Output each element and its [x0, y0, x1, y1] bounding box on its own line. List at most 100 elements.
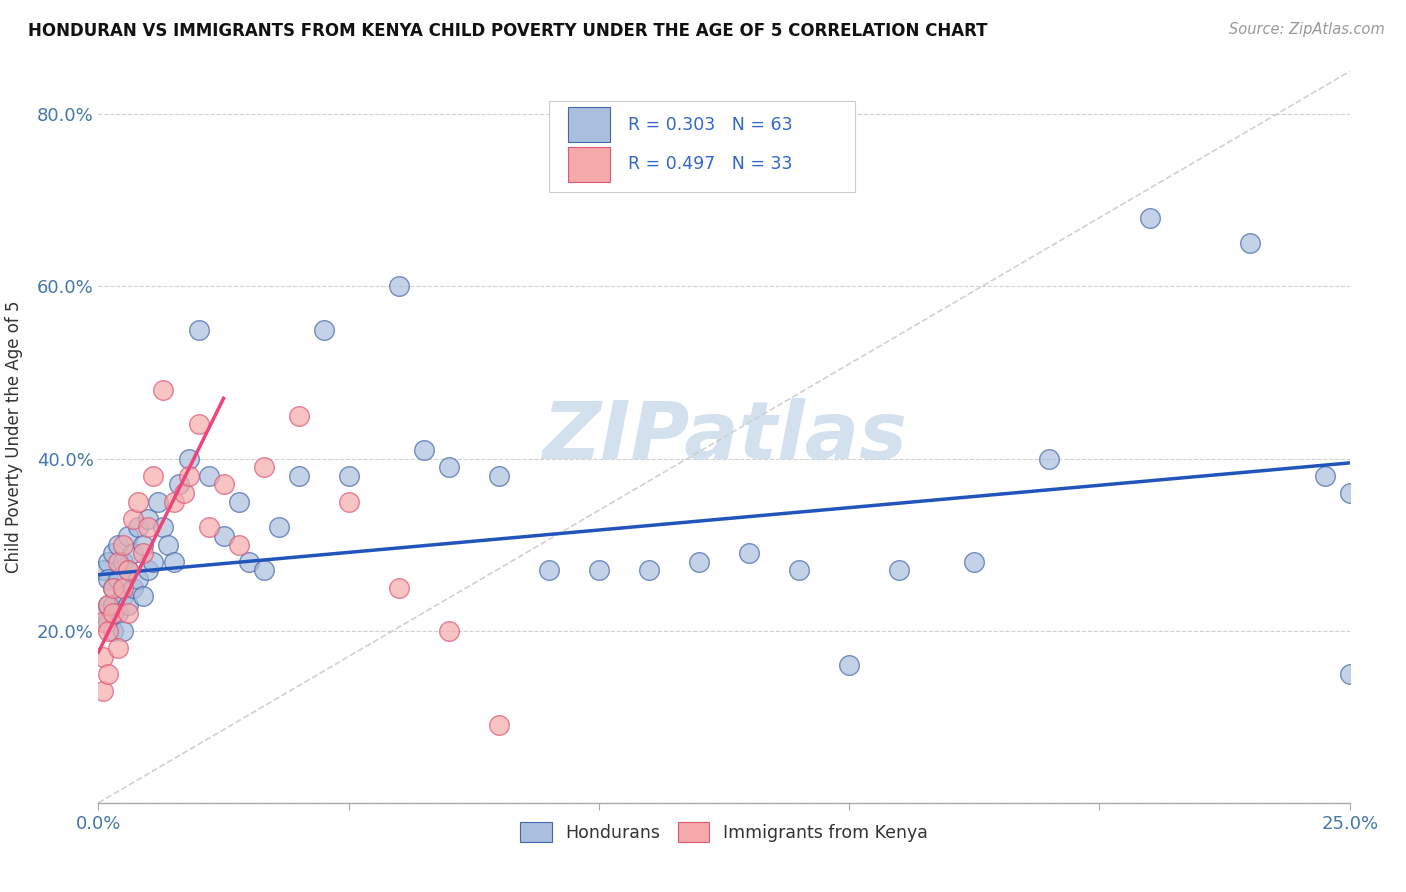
- Point: [838, 658, 860, 673]
- Point: [212, 477, 235, 491]
- Point: [157, 538, 180, 552]
- Point: [93, 684, 115, 698]
- Point: [238, 555, 260, 569]
- Point: [388, 279, 411, 293]
- Point: [312, 322, 335, 336]
- Point: [117, 564, 139, 578]
- Point: [1038, 451, 1060, 466]
- Point: [97, 572, 120, 586]
- Point: [337, 494, 360, 508]
- Point: [177, 451, 200, 466]
- Point: [148, 494, 170, 508]
- Point: [537, 564, 560, 578]
- Point: [388, 581, 411, 595]
- Point: [97, 624, 120, 638]
- FancyBboxPatch shape: [548, 101, 855, 192]
- Point: [167, 477, 190, 491]
- Point: [117, 529, 139, 543]
- Point: [103, 624, 125, 638]
- Point: [337, 468, 360, 483]
- Y-axis label: Child Poverty Under the Age of 5: Child Poverty Under the Age of 5: [4, 301, 22, 574]
- Point: [103, 581, 125, 595]
- Point: [588, 564, 610, 578]
- Point: [132, 546, 155, 560]
- Point: [488, 468, 510, 483]
- Point: [103, 581, 125, 595]
- Point: [117, 564, 139, 578]
- Point: [93, 564, 115, 578]
- Point: [103, 546, 125, 560]
- Point: [197, 468, 219, 483]
- Point: [93, 615, 115, 629]
- Point: [142, 555, 165, 569]
- Point: [93, 607, 115, 621]
- Point: [97, 615, 120, 629]
- Point: [138, 512, 160, 526]
- Point: [112, 581, 135, 595]
- Point: [437, 460, 460, 475]
- Text: R = 0.497   N = 33: R = 0.497 N = 33: [627, 155, 792, 173]
- Text: HONDURAN VS IMMIGRANTS FROM KENYA CHILD POVERTY UNDER THE AGE OF 5 CORRELATION C: HONDURAN VS IMMIGRANTS FROM KENYA CHILD …: [28, 22, 987, 40]
- Point: [112, 589, 135, 603]
- Point: [103, 607, 125, 621]
- Point: [738, 546, 761, 560]
- Point: [162, 555, 184, 569]
- Text: R = 0.303   N = 63: R = 0.303 N = 63: [627, 116, 793, 134]
- Point: [107, 538, 129, 552]
- Point: [162, 494, 184, 508]
- Point: [142, 468, 165, 483]
- Point: [112, 624, 135, 638]
- Point: [287, 409, 309, 423]
- Point: [252, 564, 274, 578]
- Point: [132, 538, 155, 552]
- Point: [488, 718, 510, 732]
- Point: [127, 494, 149, 508]
- Point: [138, 564, 160, 578]
- Point: [412, 442, 434, 457]
- Point: [787, 564, 810, 578]
- Point: [1239, 236, 1261, 251]
- Point: [177, 468, 200, 483]
- Point: [97, 598, 120, 612]
- Point: [122, 581, 145, 595]
- Point: [97, 555, 120, 569]
- Point: [112, 538, 135, 552]
- Point: [1339, 666, 1361, 681]
- Point: [152, 520, 174, 534]
- Text: Source: ZipAtlas.com: Source: ZipAtlas.com: [1229, 22, 1385, 37]
- Point: [1313, 468, 1336, 483]
- Point: [122, 512, 145, 526]
- Text: ZIPatlas: ZIPatlas: [541, 398, 907, 476]
- Point: [132, 589, 155, 603]
- Point: [138, 520, 160, 534]
- Point: [252, 460, 274, 475]
- Point: [97, 598, 120, 612]
- Point: [1139, 211, 1161, 225]
- Point: [127, 572, 149, 586]
- Point: [688, 555, 710, 569]
- Point: [963, 555, 986, 569]
- Point: [287, 468, 309, 483]
- Point: [93, 649, 115, 664]
- Point: [173, 486, 195, 500]
- Point: [1339, 486, 1361, 500]
- Point: [152, 383, 174, 397]
- Point: [107, 607, 129, 621]
- Point: [228, 494, 250, 508]
- Legend: Hondurans, Immigrants from Kenya: Hondurans, Immigrants from Kenya: [513, 815, 935, 849]
- Point: [212, 529, 235, 543]
- Point: [107, 640, 129, 655]
- Point: [228, 538, 250, 552]
- Point: [187, 417, 209, 432]
- Point: [197, 520, 219, 534]
- Point: [117, 607, 139, 621]
- Bar: [568, 107, 610, 143]
- Point: [127, 520, 149, 534]
- Point: [437, 624, 460, 638]
- Point: [107, 555, 129, 569]
- Point: [103, 598, 125, 612]
- Point: [122, 546, 145, 560]
- Point: [267, 520, 290, 534]
- Point: [187, 322, 209, 336]
- Point: [117, 598, 139, 612]
